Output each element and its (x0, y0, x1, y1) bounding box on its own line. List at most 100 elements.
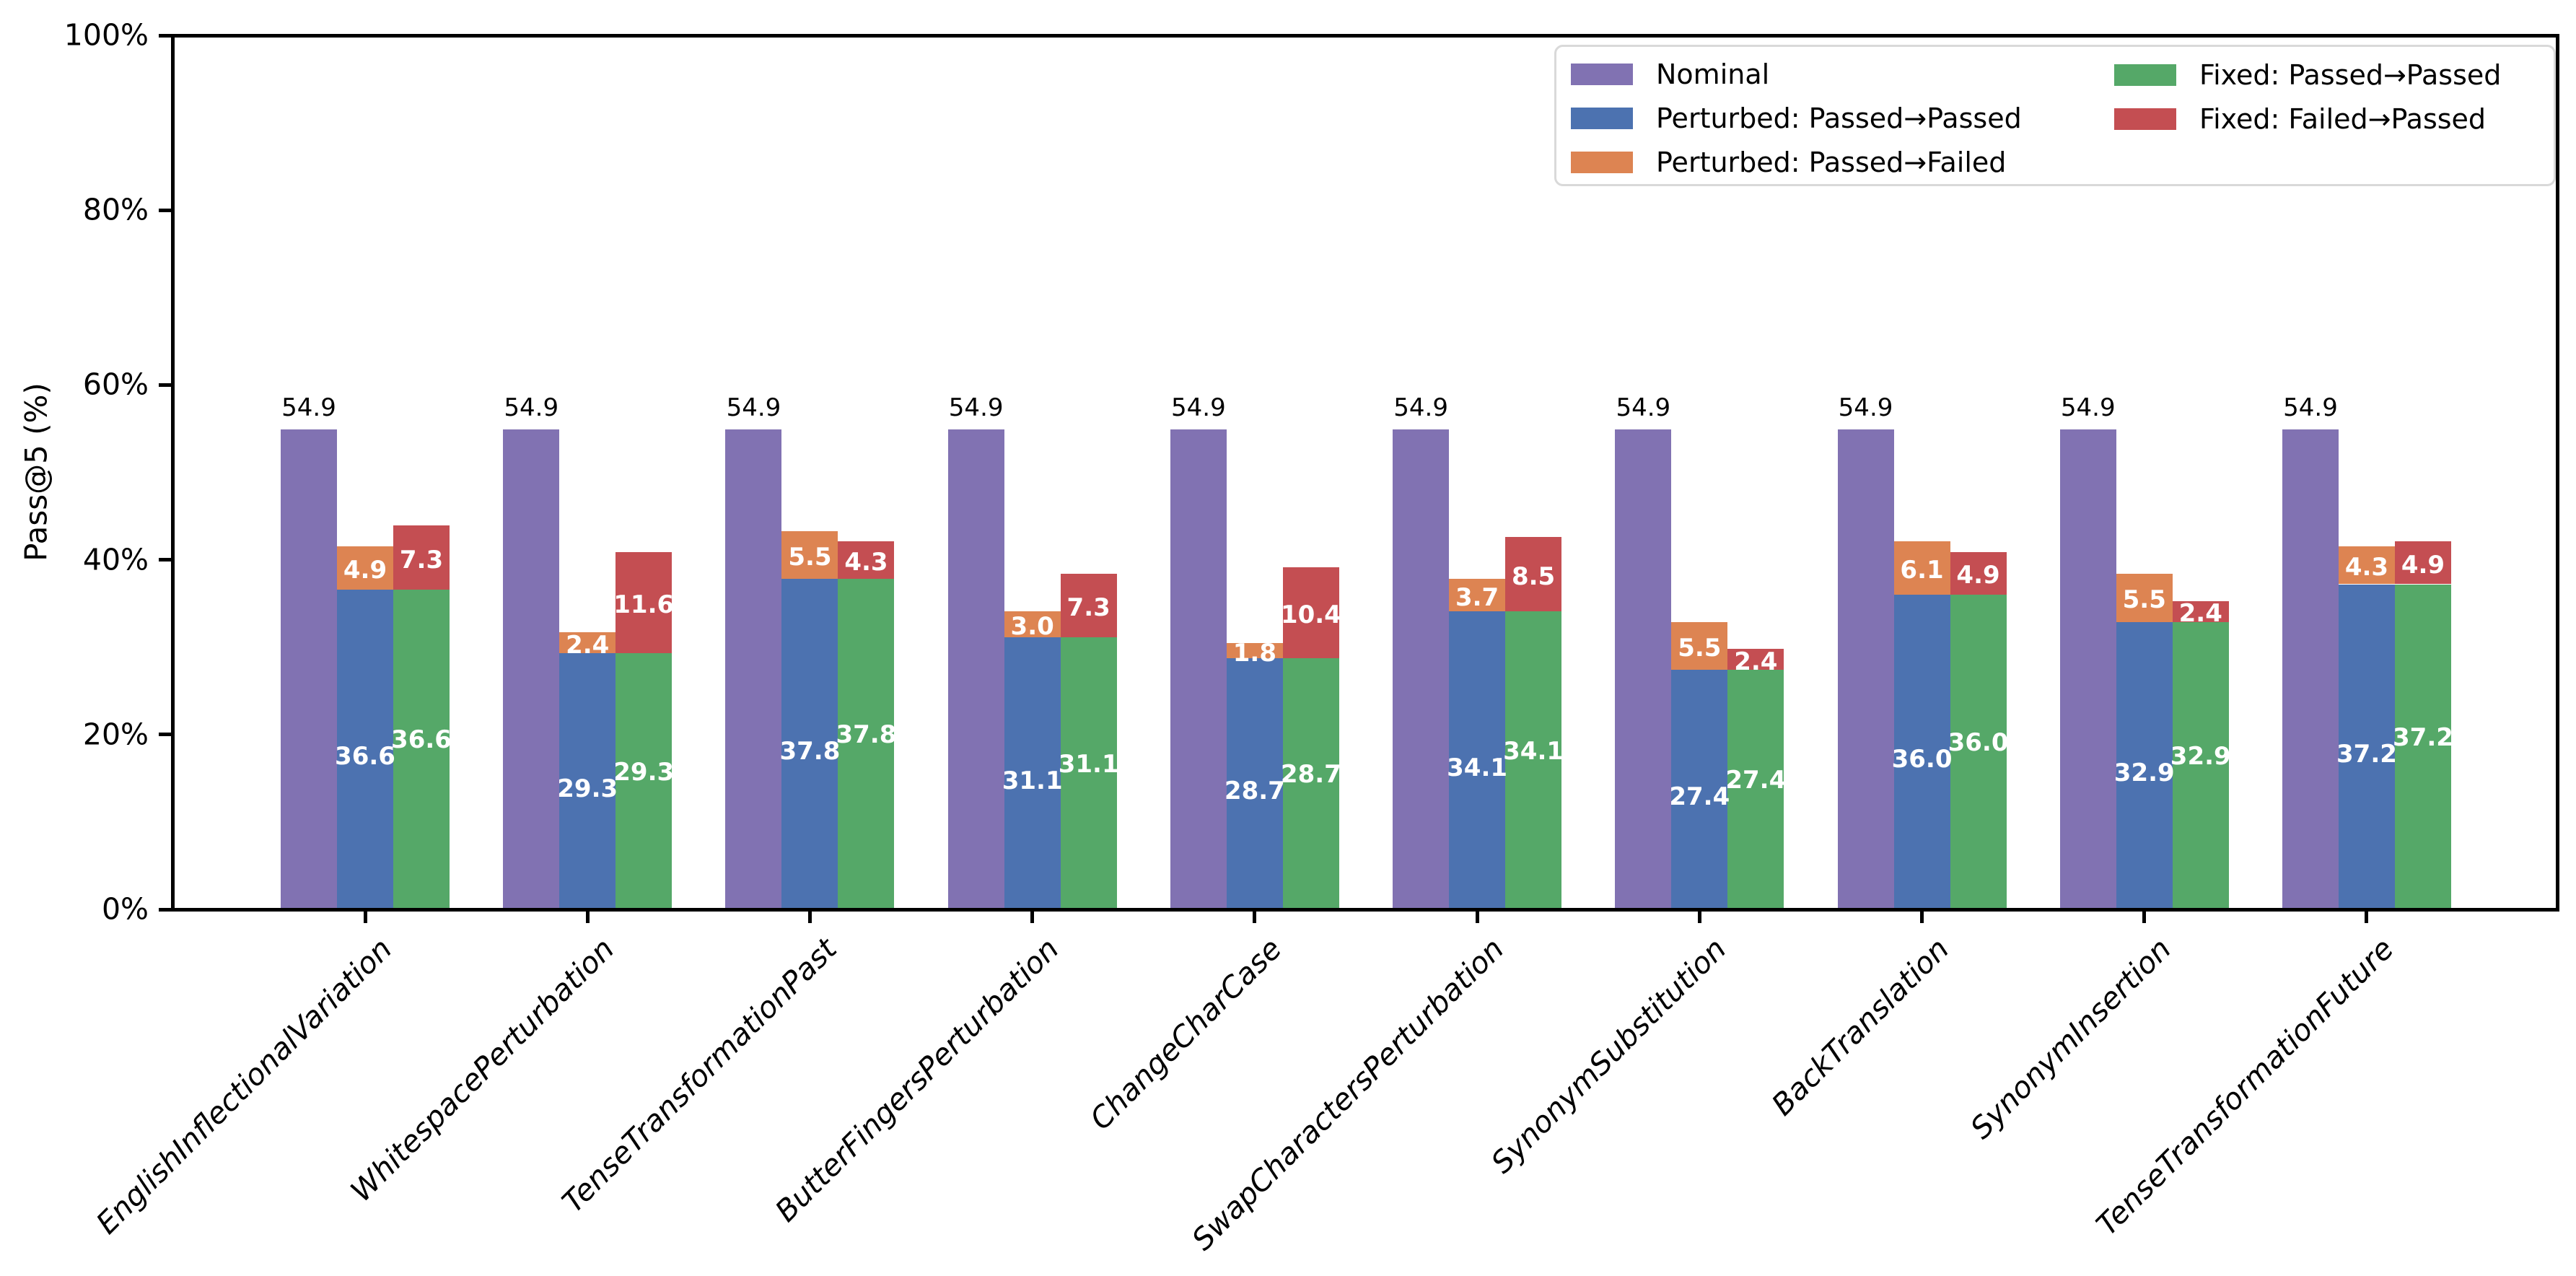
legend-item: Fixed: Passed→Passed (2114, 53, 2501, 97)
bar-fixed-failed-passed (838, 541, 895, 580)
legend-swatch-3 (1571, 151, 1633, 173)
bar-perturbed-passed-failed (1671, 621, 1728, 670)
bar-nominal (2282, 429, 2339, 911)
legend-label: Nominal (1656, 58, 1770, 91)
nominal-value-label: 54.9 (726, 393, 781, 423)
bar-fixed-passed-passed (1727, 670, 1784, 911)
bar-nominal (2059, 429, 2116, 911)
x-tick-label: ChangeCharCase (1083, 931, 1289, 1137)
bar-fixed-failed-passed (393, 525, 450, 590)
legend-label: Fixed: Failed→Passed (2199, 102, 2487, 135)
bar-fixed-passed-passed (393, 589, 450, 911)
value-label-perturbed-failed: 5.5 (788, 542, 832, 572)
plot-area-border (171, 34, 2559, 912)
value-label-fixed-passed: 32.9 (2170, 741, 2231, 771)
legend-swatch-4 (2114, 64, 2176, 86)
bar-fixed-passed-passed (2172, 621, 2229, 911)
legend: Nominal Perturbed: Passed→Passed Perturbed… (1554, 45, 2556, 186)
legend-label: Fixed: Passed→Passed (2199, 58, 2502, 91)
bar-fixed-passed-passed (1950, 595, 2007, 911)
y-tick-label: 60% (82, 367, 149, 402)
value-label-fixed-passed: 36.6 (391, 725, 452, 755)
bar-perturbed-passed-passed (1226, 658, 1283, 911)
bar-perturbed-passed-passed (2116, 621, 2173, 911)
x-tick-label: WhitespacePerturbation (343, 931, 621, 1209)
bar-nominal (1393, 429, 1450, 911)
legend-swatch-1 (1571, 64, 1633, 86)
y-tick-label: 100% (63, 17, 149, 53)
value-label-fixed-passed: 28.7 (1280, 760, 1341, 790)
x-tick-mark (585, 910, 590, 923)
bar-nominal (1615, 429, 1672, 911)
bar-perturbed-passed-failed (337, 546, 393, 590)
nominal-value-label: 54.9 (281, 393, 336, 423)
value-label-perturbed-passed: 34.1 (1447, 753, 1508, 782)
bar-fixed-failed-passed (615, 551, 673, 654)
y-tick-label: 40% (82, 542, 149, 577)
x-tick-label: SynonymInsertion (1963, 931, 2178, 1146)
bar-perturbed-passed-passed (1004, 637, 1061, 911)
y-tick-mark (159, 907, 172, 912)
bar-fixed-failed-passed (1060, 573, 1117, 638)
y-axis-label: Pass@5 (%) (18, 383, 54, 561)
bar-fixed-passed-passed (2394, 584, 2451, 911)
nominal-value-label: 54.9 (1838, 393, 1893, 423)
value-label-fixed-passed: 37.8 (836, 720, 897, 750)
nominal-value-label: 54.9 (504, 393, 559, 423)
x-tick-mark (1475, 910, 1479, 923)
bar-perturbed-passed-passed (781, 579, 838, 911)
bar-perturbed-passed-failed (2338, 546, 2395, 585)
value-label-perturbed-failed: 5.5 (2122, 585, 2166, 615)
value-label-fixed-passed: 34.1 (1503, 736, 1564, 766)
bar-perturbed-passed-passed (1449, 611, 1506, 911)
bar-fixed-passed-passed (1060, 637, 1117, 911)
value-label-perturbed-failed: 2.4 (566, 630, 610, 660)
bar-fixed-failed-passed (1727, 649, 1784, 670)
x-tick-mark (1030, 910, 1035, 923)
bar-fixed-passed-passed (1505, 611, 1562, 911)
bar-perturbed-passed-failed (2116, 573, 2173, 622)
value-label-fixed-failed: 4.3 (844, 548, 888, 577)
value-label-fixed-passed: 37.2 (2393, 722, 2453, 752)
legend-label: Perturbed: Passed→Failed (1656, 146, 2007, 178)
bar-perturbed-passed-passed (2338, 584, 2395, 911)
value-label-perturbed-passed: 32.9 (2113, 758, 2175, 787)
y-tick-mark (159, 558, 172, 562)
bar-nominal (503, 429, 560, 911)
value-label-perturbed-failed: 5.5 (1678, 633, 1722, 663)
legend-item: Perturbed: Passed→Passed (1571, 97, 2114, 141)
nominal-value-label: 54.9 (1616, 393, 1671, 423)
value-label-fixed-failed: 2.4 (1734, 647, 1778, 676)
bar-fixed-failed-passed (1282, 567, 1339, 659)
legend-column-2: Fixed: Passed→Passed Fixed: Failed→Passed (2114, 53, 2501, 184)
x-tick-mark (2365, 910, 2369, 923)
bar-perturbed-passed-failed (1004, 611, 1061, 638)
value-label-perturbed-passed: 37.2 (2336, 739, 2397, 769)
legend-label: Perturbed: Passed→Passed (1656, 102, 2022, 134)
x-tick-mark (807, 910, 812, 923)
value-label-perturbed-failed: 3.7 (1455, 582, 1499, 612)
value-label-fixed-passed: 29.3 (613, 757, 675, 787)
value-label-perturbed-failed: 1.8 (1232, 638, 1276, 668)
x-tick-mark (2142, 910, 2147, 923)
x-tick-label: SynonymSubstitution (1484, 931, 1733, 1180)
x-tick-label: BackTranslation (1764, 931, 1956, 1122)
bar-perturbed-passed-passed (337, 589, 393, 911)
value-label-fixed-passed: 27.4 (1725, 766, 1787, 795)
y-tick-mark (159, 383, 172, 387)
value-label-fixed-failed: 8.5 (1511, 561, 1556, 591)
bar-fixed-failed-passed (1950, 551, 2007, 595)
bar-nominal (1170, 429, 1227, 911)
value-label-perturbed-passed: 36.0 (1891, 745, 1953, 774)
value-label-fixed-failed: 11.6 (613, 590, 675, 619)
value-label-perturbed-passed: 29.3 (557, 774, 618, 803)
bar-perturbed-passed-failed (1226, 642, 1283, 659)
legend-item: Perturbed: Passed→Failed (1571, 140, 2114, 184)
value-label-fixed-failed: 4.9 (2401, 550, 2445, 580)
legend-swatch-5 (2114, 108, 2176, 130)
bar-nominal (281, 429, 337, 911)
value-label-fixed-failed: 4.9 (1956, 561, 2000, 590)
legend-item: Fixed: Failed→Passed (2114, 97, 2501, 141)
bar-perturbed-passed-failed (1449, 579, 1506, 612)
